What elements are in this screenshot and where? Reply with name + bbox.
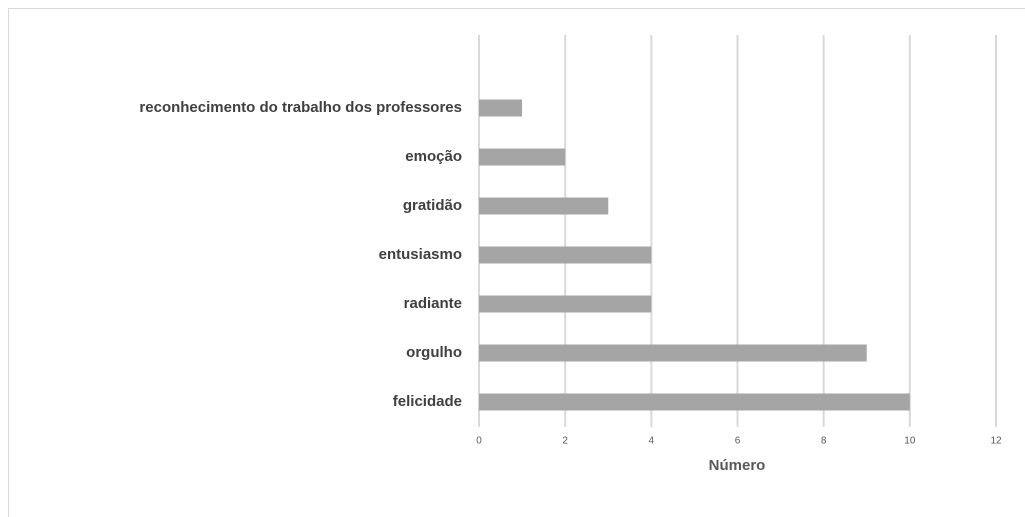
y-tick-label: radiante xyxy=(404,295,462,312)
x-tick-label: 8 xyxy=(821,436,827,447)
x-tick-label: 10 xyxy=(904,436,916,447)
bar xyxy=(479,295,652,313)
x-tick-label: 0 xyxy=(476,436,482,447)
bar xyxy=(479,197,609,215)
bar xyxy=(479,99,523,117)
y-tick-label: reconhecimento do trabalho dos professor… xyxy=(139,99,462,116)
y-tick-label: felicidade xyxy=(393,393,462,410)
bar xyxy=(479,393,910,411)
y-tick-label: emoção xyxy=(405,148,462,165)
x-axis-label: Número xyxy=(709,457,766,474)
bar xyxy=(479,246,652,264)
x-tick-label: 2 xyxy=(562,436,568,447)
y-tick-label: entusiasmo xyxy=(379,246,462,263)
x-tick-label: 12 xyxy=(990,436,1002,447)
chart-border xyxy=(8,8,1025,517)
x-tick-label: 6 xyxy=(735,436,741,447)
y-tick-label: orgulho xyxy=(406,344,462,361)
y-tick-label: gratidão xyxy=(403,197,462,214)
x-tick-label: 4 xyxy=(649,436,655,447)
bar xyxy=(479,148,566,166)
bar xyxy=(479,344,867,362)
